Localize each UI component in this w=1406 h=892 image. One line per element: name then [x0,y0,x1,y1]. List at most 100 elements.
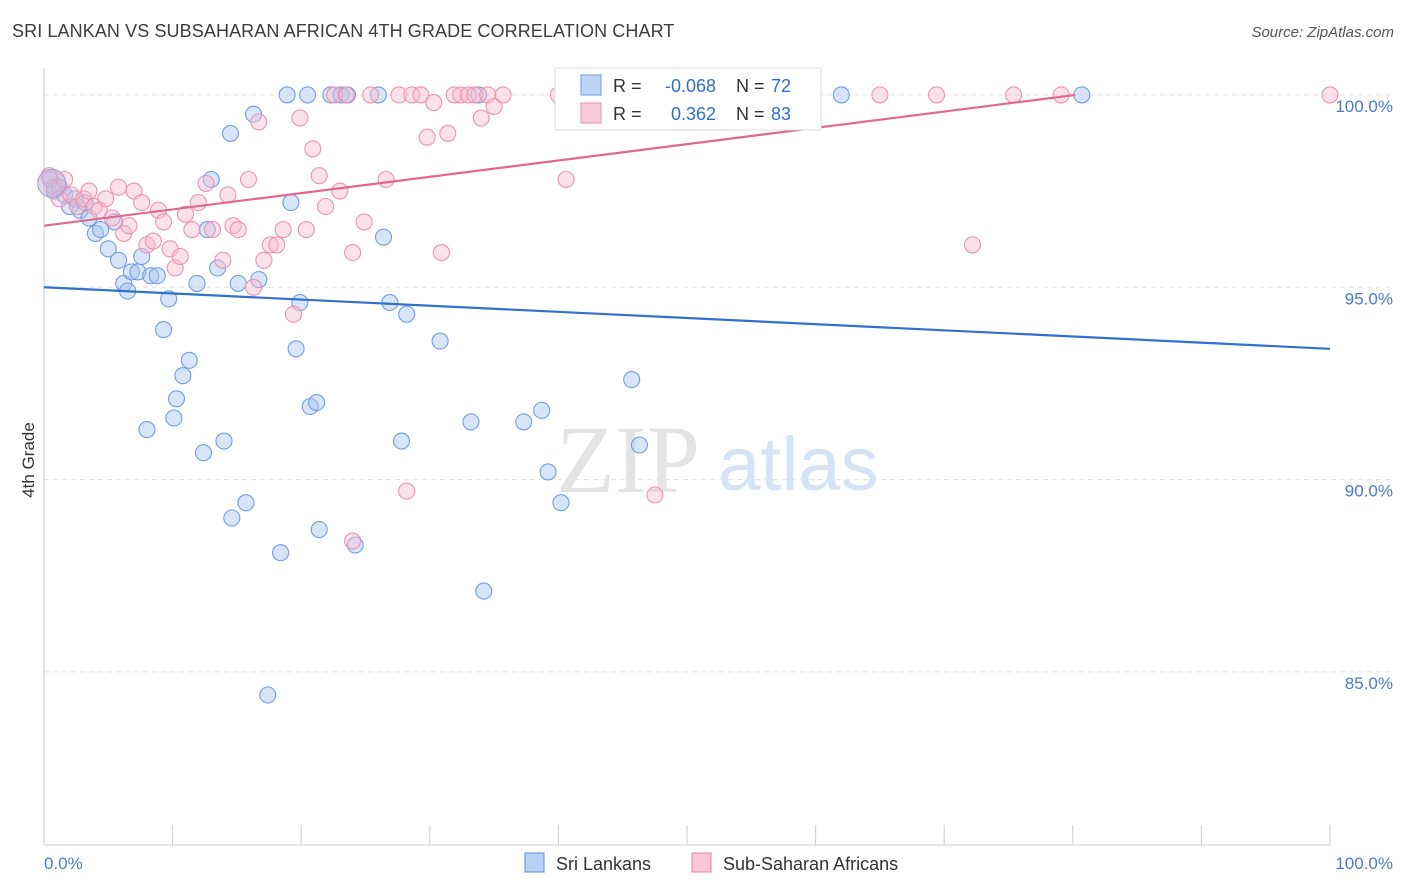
point-sub-saharan [412,86,430,104]
point-sri-lankans [237,494,255,512]
point-sri-lankans [174,367,192,385]
point-sub-saharan [274,221,292,239]
y-tick-label: 85.0% [1345,674,1393,693]
point-sub-saharan [331,182,349,200]
point-sub-saharan [197,174,215,192]
point-sub-saharan [418,128,436,146]
point-sub-saharan [255,251,273,269]
point-sri-lankans [462,413,480,431]
trend-line-sub-saharan [43,93,1076,227]
point-cluster-origin [37,168,67,198]
point-sri-lankans [155,321,173,339]
point-sri-lankans [142,267,160,285]
point-sub-saharan [326,86,344,104]
stats-n-label-1: N = [736,76,765,96]
point-sub-saharan [261,236,279,254]
point-sri-lankans [392,432,411,450]
point-sub-saharan [403,86,421,104]
point-sub-saharan [304,140,322,158]
point-sub-saharan [398,482,416,500]
point-sri-lankans [99,240,117,258]
trend-line-sri-lankans [43,286,1331,350]
point-sri-lankans [272,544,290,562]
point-sri-lankans [552,494,570,512]
point-sub-saharan [355,213,373,231]
point-sub-saharan [245,278,263,296]
point-sub-saharan [485,97,503,116]
point-sri-lankans [221,124,240,142]
point-sub-saharan [927,86,946,104]
point-sub-saharan [144,232,162,250]
point-sub-saharan [1321,86,1339,104]
point-sub-saharan [557,170,575,189]
point-sub-saharan [344,532,362,550]
point-sri-lankans [180,351,198,369]
point-sub-saharan [1005,86,1023,104]
point-sub-saharan [214,251,232,269]
y-axis-label: 4th Grade [19,422,38,498]
stats-n-value-2: 83 [771,104,791,124]
point-sri-lankans [92,221,110,239]
point-sri-lankans [515,413,533,431]
point-sub-saharan [229,221,247,239]
point-sri-lankans [539,463,557,481]
point-sub-saharan [871,86,889,104]
point-sub-saharan [297,221,315,239]
point-sri-lankans [282,194,300,212]
point-sri-lankans [194,444,213,462]
point-sri-lankans [431,332,449,350]
stats-r-label-1: R = [613,76,642,96]
legend-swatch-sri-lankans [524,852,545,873]
point-sri-lankans [398,305,416,323]
watermark: ZIP atlas [556,406,879,513]
point-sub-saharan [466,86,484,104]
point-sri-lankans [630,436,648,454]
stats-r-value-2: 0.362 [671,104,716,124]
data-points [37,86,1339,704]
point-sub-saharan [219,186,237,204]
point-sub-saharan [459,86,477,104]
point-sub-saharan [176,205,195,223]
point-sub-saharan [110,178,128,196]
point-sub-saharan [133,194,151,212]
point-sub-saharan [362,86,380,104]
point-sri-lankans [287,340,305,358]
point-sri-lankans [322,86,340,104]
point-sub-saharan [425,94,443,112]
point-sri-lankans [138,421,156,439]
point-sub-saharan [203,221,222,239]
x-tick-label: 100.0% [1335,854,1393,873]
point-sri-lankans [623,371,641,389]
point-sub-saharan [155,213,173,231]
point-sri-lankans [332,86,350,104]
stats-n-value-1: 72 [771,76,791,96]
point-sub-saharan [432,244,450,262]
point-sri-lankans [110,251,128,269]
point-sri-lankans [215,432,233,450]
point-sub-saharan [344,244,362,262]
point-sri-lankans [198,221,216,239]
point-sri-lankans [470,86,488,104]
point-sri-lankans [259,686,277,704]
axes: 85.0% 90.0% 95.0% 100.0% 0.0% 100.0% [43,68,1393,873]
stats-r-value-1: -0.068 [665,76,716,96]
x-tick-label: 0.0% [44,854,83,873]
point-sub-saharan [189,194,207,212]
point-sri-lankans [1073,86,1091,104]
point-sub-saharan [445,86,463,104]
point-sub-saharan [439,124,457,142]
point-sub-saharan [171,247,189,266]
watermark-atlas: atlas [718,422,879,507]
point-sri-lankans [223,509,241,527]
point-sub-saharan [120,217,138,235]
y-tick-label: 90.0% [1345,482,1393,501]
trend-lines [43,93,1331,350]
point-sub-saharan [97,190,115,208]
bottom-legend: Sri Lankans Sub-Saharan Africans [524,852,898,874]
stats-swatch-sub-saharan [580,102,602,124]
legend-swatch-sub-saharan [691,852,712,873]
chart-title: SRI LANKAN VS SUBSAHARAN AFRICAN 4TH GRA… [12,21,675,41]
point-sub-saharan [310,167,328,185]
point-sri-lankans [308,394,326,412]
point-sri-lankans [278,86,296,104]
